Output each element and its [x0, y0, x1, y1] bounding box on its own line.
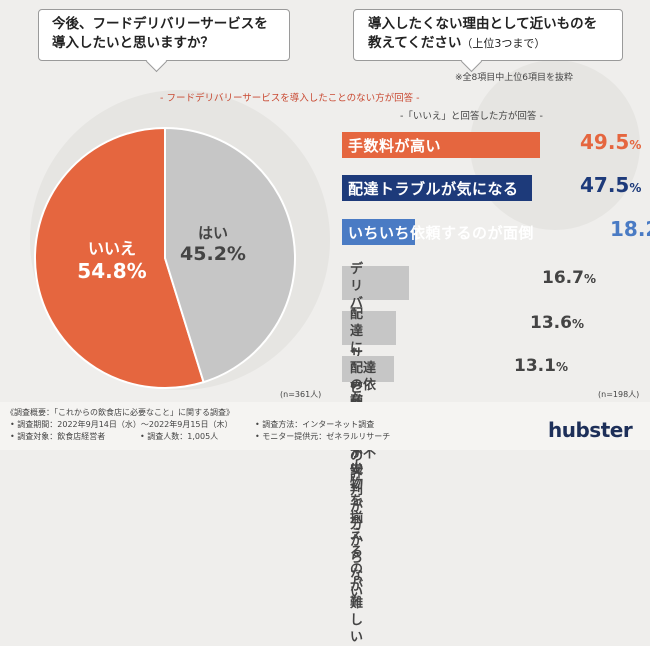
pie-n: (n=361人) — [280, 390, 322, 399]
subheading: - フードデリバリーサービスを導入したことのない方が回答 - — [160, 93, 420, 104]
bar-value-label: 13.6% — [530, 313, 584, 333]
bar-value-label: 49.5% — [580, 130, 642, 154]
pie-label-yes-text: はい — [197, 224, 228, 242]
footer-count: • 調査人数：1,005人 — [140, 432, 219, 441]
bar — [342, 311, 397, 345]
bar-value-label: 47.5% — [580, 173, 642, 197]
bar — [342, 219, 415, 245]
bar — [342, 132, 540, 158]
bar-value-label: 18.2% — [610, 217, 650, 241]
footer-title: 《調査概要：「これからの飲食店に必要なこと」に関する調査》 — [6, 408, 234, 417]
footer-period: • 調査期間：2022年9月14日（水）〜2022年9月15日（木） — [10, 420, 233, 429]
pie-slice-yes — [164, 126, 296, 384]
pie-label-yes: はい 45.2% — [178, 222, 248, 265]
subheading-2: -「いいえ」と回答した方が回答 - — [400, 111, 543, 122]
bar-value-label: 13.1% — [514, 356, 568, 376]
right-question-line2: 教えてください — [368, 35, 462, 51]
note-top: ※全8項目中上位6項目を抜粋 — [455, 73, 573, 83]
pie-slice-no — [34, 126, 205, 389]
footer — [0, 402, 650, 450]
bar-label: 手数料が高い — [348, 137, 442, 155]
pie-label-no-value: 54.8% — [77, 259, 147, 283]
hubster-logo: hubster — [548, 418, 633, 442]
bar-value-label: 16.7% — [542, 268, 596, 288]
bar — [342, 175, 532, 201]
footer-target: • 調査対象：飲食店経営者 — [10, 432, 106, 441]
left-question: 今後、フードデリバリーサービスを 導入したいと思いますか？ — [52, 15, 268, 53]
pie-chart — [34, 126, 296, 389]
bar-label: 配達トラブルが気になる — [348, 180, 519, 198]
bar — [342, 356, 395, 382]
footer-provider: • モニター提供元：ゼネラルリサーチ — [255, 432, 391, 441]
pie-label-no: いいえ 54.8% — [72, 235, 152, 283]
right-question-bubble — [353, 9, 623, 73]
pie-label-yes-value: 45.2% — [180, 243, 246, 265]
right-question-suffix: （上位3つまで） — [461, 37, 546, 50]
left-question-line2: 導入したいと思いますか？ — [52, 35, 214, 51]
bar-n: (n=198人) — [598, 390, 640, 399]
bar — [342, 266, 409, 300]
footer-method: • 調査方法：インターネット調査 — [255, 420, 375, 429]
left-question-bubble — [38, 9, 290, 73]
left-question-line1: 今後、フードデリバリーサービスを — [52, 16, 268, 32]
bar-label: いちいち依頼するのが面倒 — [348, 224, 535, 242]
pie-label-no-text: いいえ — [87, 239, 136, 258]
right-question-line1: 導入したくない理由として近いものを — [368, 16, 598, 32]
right-question: 導入したくない理由として近いものを 教えてください（上位3つまで） — [368, 15, 597, 53]
